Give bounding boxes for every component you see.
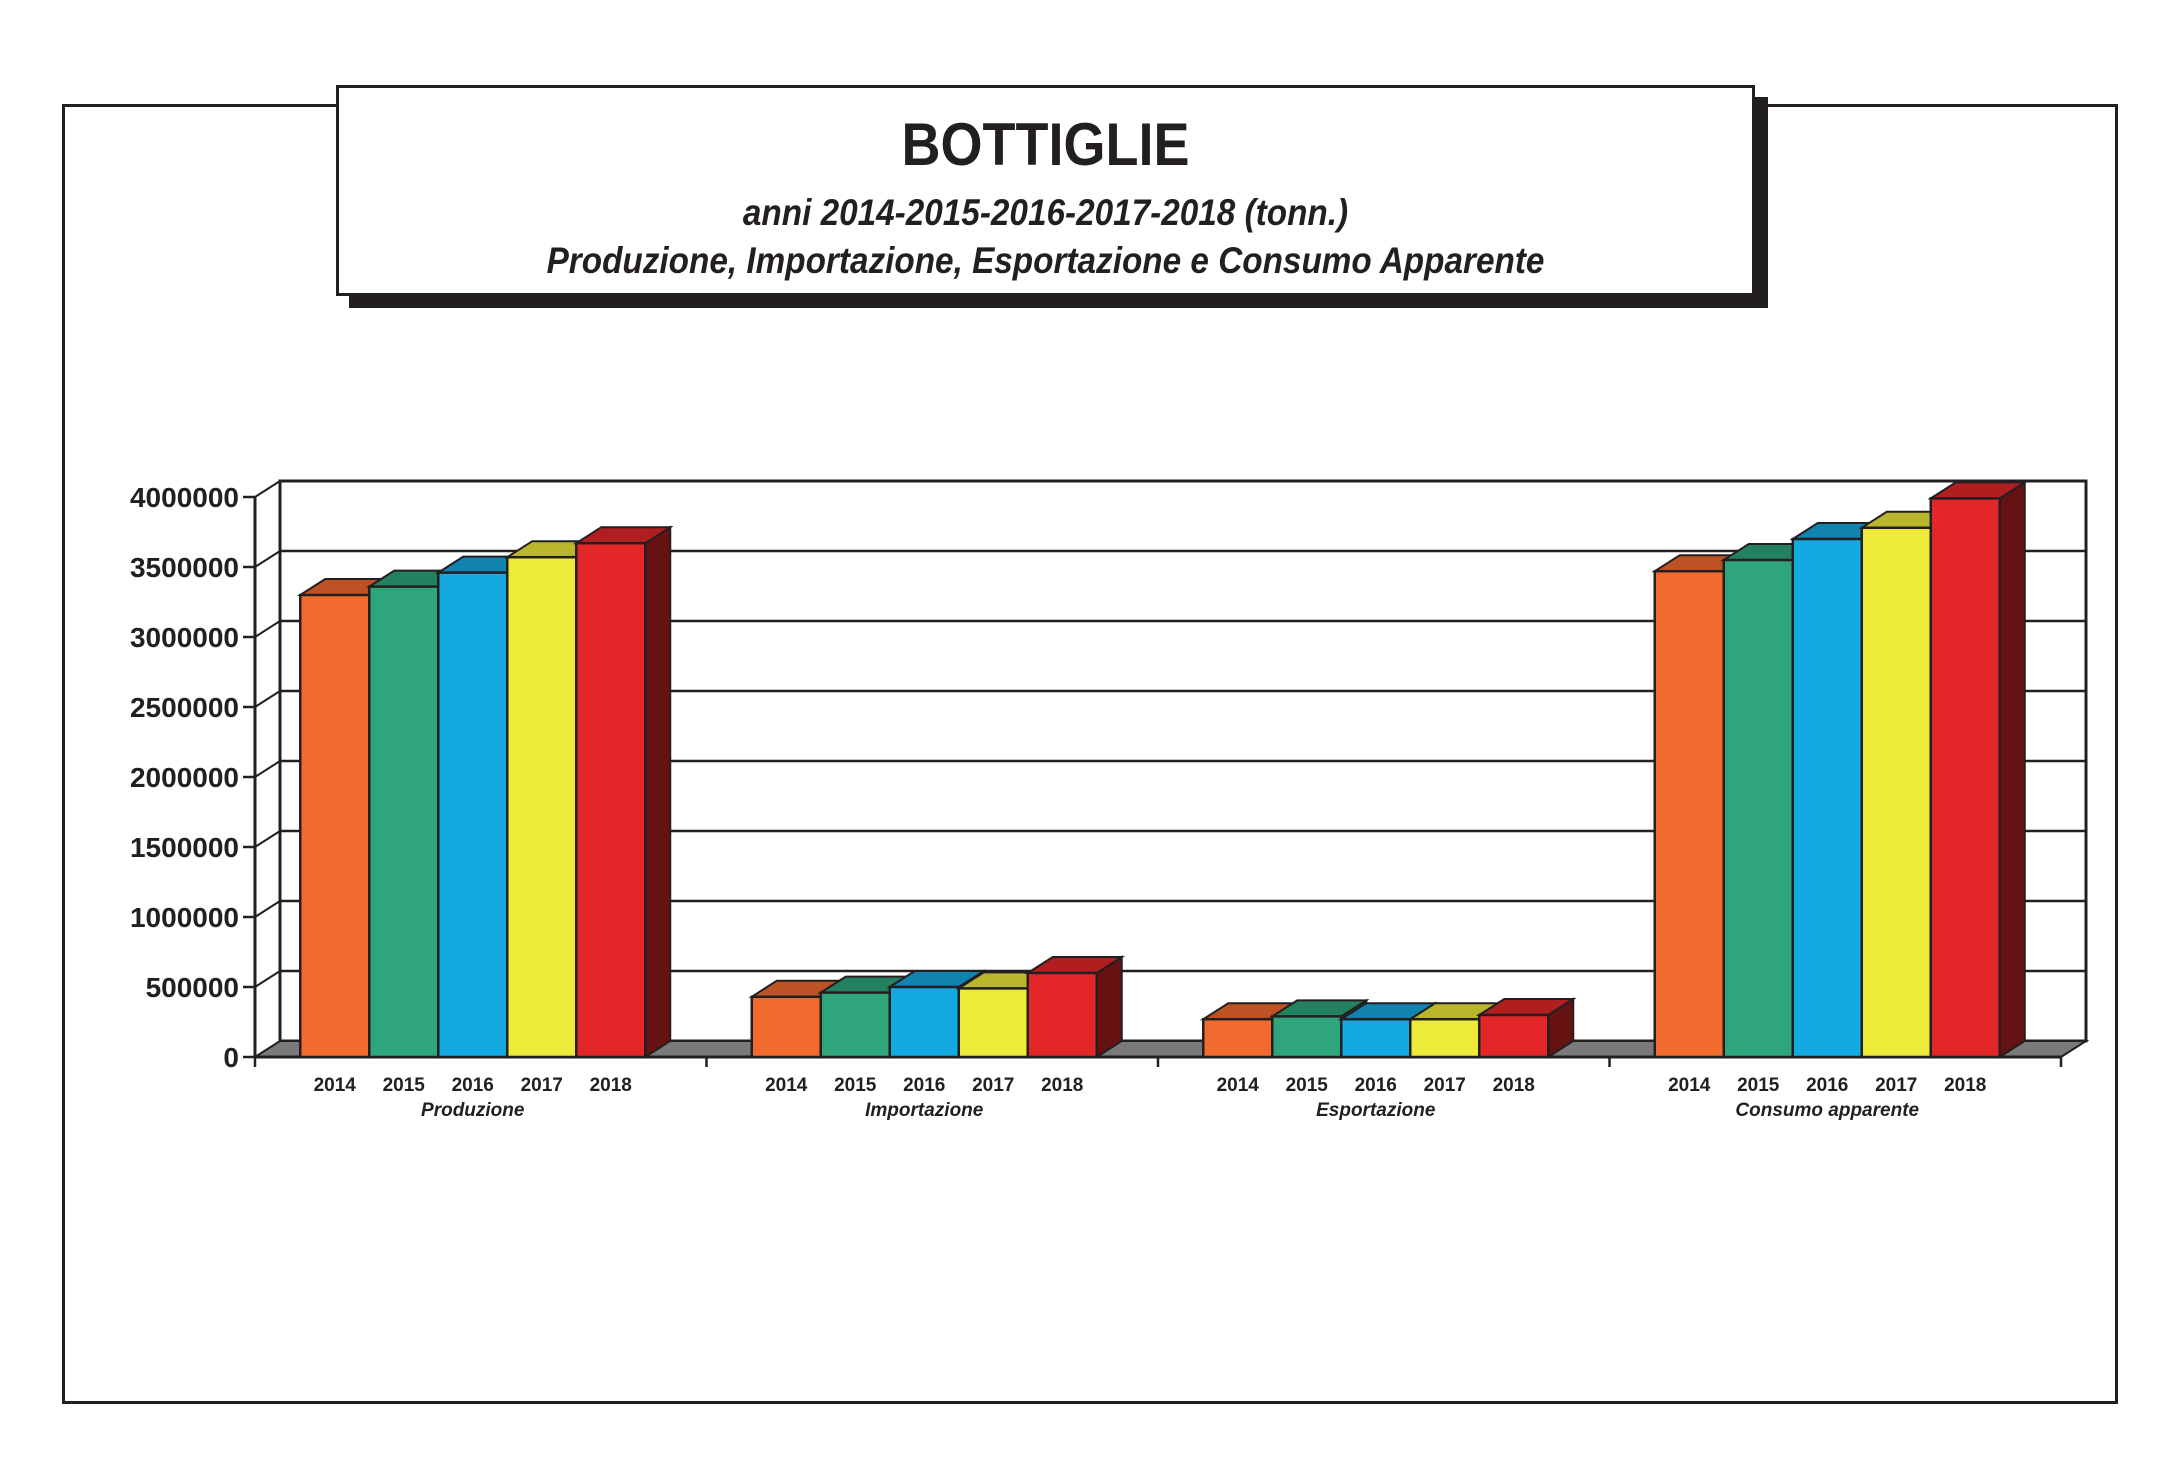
x-tick-label: 2015 — [383, 1075, 426, 1096]
chart-bars — [296, 480, 2029, 1059]
bar-2017-3 — [1860, 526, 1932, 1059]
gridline-side — [254, 900, 281, 918]
bar-side-2018-0 — [644, 525, 672, 1059]
category-label: Importazione — [865, 1100, 984, 1121]
bar-2015-1 — [819, 991, 891, 1059]
x-tick-label: 2015 — [1737, 1075, 1780, 1096]
x-tick-label: 2018 — [590, 1075, 632, 1096]
x-tick-label: 2014 — [1668, 1075, 1711, 1096]
x-tick-label: 2017 — [1875, 1075, 1917, 1096]
x-tick-label: 2015 — [1286, 1075, 1329, 1096]
x-tick-label: 2015 — [834, 1075, 877, 1096]
gridline-side — [254, 970, 281, 988]
bar-2015-2 — [1271, 1015, 1343, 1059]
category-label: Produzione — [421, 1100, 525, 1121]
chart-labels: 0 500000 1000000 1500000 2000000 2500000 30000… — [130, 482, 1986, 1121]
bar-2014-2 — [1202, 1017, 1274, 1059]
bar-2016-2 — [1340, 1017, 1412, 1059]
y-tick-label: 2500000 — [130, 692, 239, 723]
bar-2018-1 — [1026, 971, 1098, 1059]
x-tick-label: 2016 — [1806, 1075, 1848, 1096]
bar-2015-0 — [368, 585, 440, 1059]
chart-subtitle-years: anni 2014-2015-2016-2017-2018 (tonn.) — [742, 192, 1349, 233]
gridline-side — [254, 620, 281, 638]
gridline-side — [254, 550, 281, 568]
gridline-side — [254, 690, 281, 708]
x-tick-label: 2016 — [903, 1075, 945, 1096]
bar-2015-3 — [1722, 558, 1794, 1059]
y-tick-label: 0 — [223, 1042, 239, 1073]
bar-2014-0 — [299, 593, 371, 1059]
x-tick-label: 2016 — [452, 1075, 494, 1096]
chart-subtitle-measures: Produzione, Importazione, Esportazione e… — [546, 240, 1545, 281]
bar-2018-0 — [575, 541, 647, 1059]
x-tick-label: 2018 — [1944, 1075, 1986, 1096]
y-tick-label: 500000 — [146, 972, 239, 1003]
bar-2016-3 — [1791, 537, 1863, 1059]
chart-title: BOTTIGLIE — [901, 111, 1190, 178]
y-tick-label: 3000000 — [130, 622, 239, 653]
bar-2018-2 — [1478, 1013, 1550, 1059]
gridline-side — [254, 830, 281, 848]
bar-2018-3 — [1929, 497, 2001, 1059]
gridline-side — [254, 760, 281, 778]
bar-2017-1 — [957, 987, 1029, 1059]
bar-2014-3 — [1653, 569, 1725, 1059]
x-tick-label: 2017 — [972, 1075, 1014, 1096]
title-box: BOTTIGLIE anni 2014-2015-2016-2017-2018 … — [336, 85, 1755, 296]
category-label: Consumo apparente — [1735, 1100, 1919, 1121]
y-tick-label: 2000000 — [130, 762, 239, 793]
y-tick-label: 3500000 — [130, 552, 239, 583]
category-label: Esportazione — [1316, 1100, 1436, 1121]
x-tick-label: 2018 — [1041, 1075, 1083, 1096]
gridline-side — [254, 480, 281, 498]
x-tick-label: 2016 — [1355, 1075, 1397, 1096]
y-tick-label: 1500000 — [130, 832, 239, 863]
bar-2014-1 — [750, 995, 822, 1059]
bar-2017-0 — [506, 555, 578, 1059]
x-tick-label: 2014 — [1217, 1075, 1260, 1096]
y-tick-label: 1000000 — [130, 902, 239, 933]
x-tick-label: 2017 — [1424, 1075, 1466, 1096]
x-tick-label: 2014 — [765, 1075, 808, 1096]
x-tick-label: 2018 — [1493, 1075, 1535, 1096]
y-tick-label: 4000000 — [130, 482, 239, 513]
bar-side-2018-1 — [1095, 955, 1123, 1059]
bar-side-2018-3 — [1998, 480, 2026, 1059]
x-tick-label: 2014 — [314, 1075, 357, 1096]
bar-2016-0 — [437, 571, 509, 1059]
x-tick-label: 2017 — [521, 1075, 563, 1096]
bar-2016-1 — [888, 985, 960, 1059]
bar-2017-2 — [1409, 1017, 1481, 1059]
